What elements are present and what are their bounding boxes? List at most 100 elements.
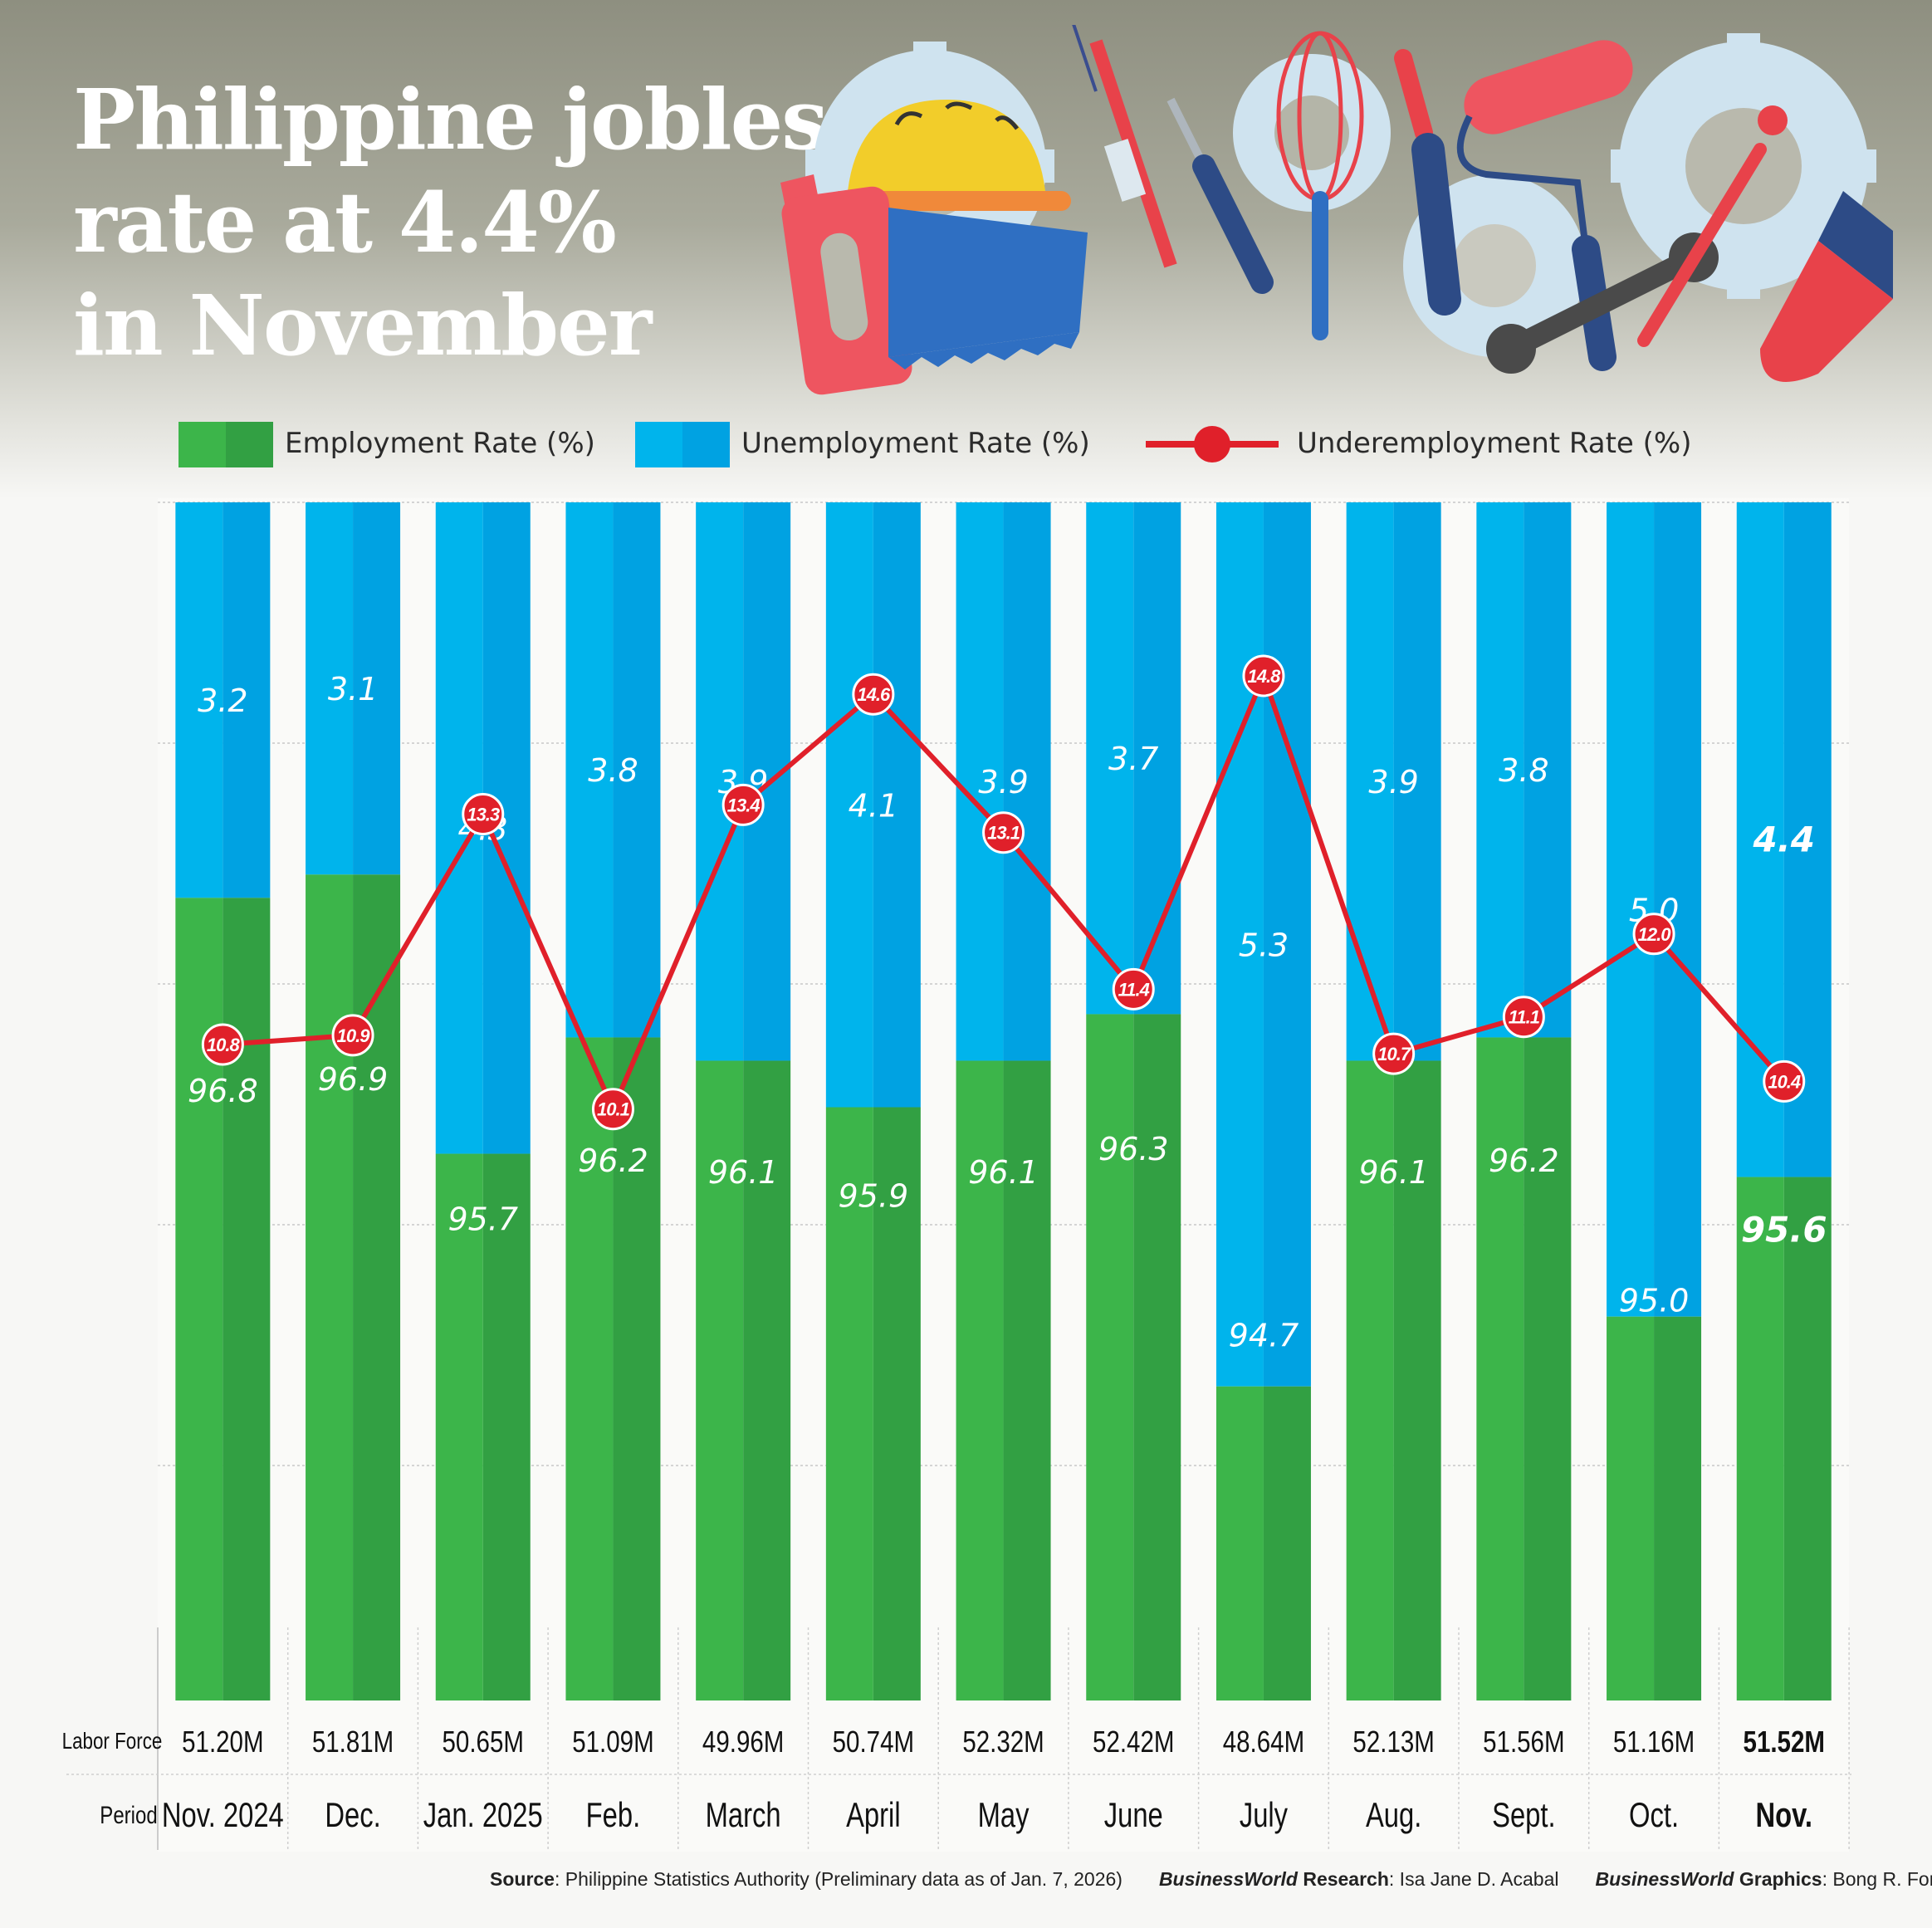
unemployment-value-label: 3.8 xyxy=(588,752,638,789)
labor-force-value: 50.65M xyxy=(443,1725,524,1758)
unemployment-value-label: 3.8 xyxy=(1499,752,1548,789)
employment-bar-shade xyxy=(1263,1386,1311,1700)
unemployment-bar xyxy=(1215,502,1264,1387)
unemployment-value-label: 5.3 xyxy=(1239,927,1289,963)
period-label: June xyxy=(1104,1795,1163,1834)
employment-value-label: 96.9 xyxy=(318,1061,389,1098)
gear-icon xyxy=(1233,54,1391,212)
employment-bar-shade xyxy=(1783,1177,1832,1700)
paintbrush-icon xyxy=(1760,191,1893,382)
unemployment-value-label: 3.9 xyxy=(1368,764,1418,800)
unemployment-bar-shade xyxy=(1393,502,1441,1061)
underemployment-point xyxy=(1502,996,1545,1039)
legend: Employment Rate (%) Unemployment Rate (%… xyxy=(0,415,1932,473)
screwdriver-icon xyxy=(1394,49,1461,316)
labor-force-value: 51.09M xyxy=(572,1725,653,1758)
hard-hat-icon xyxy=(830,100,1071,211)
page-title: Philippine jobless rate at 4.4% in Novem… xyxy=(73,68,903,377)
employment-bar xyxy=(175,898,223,1700)
period-label: Dec. xyxy=(325,1795,380,1834)
underemployment-point xyxy=(721,783,765,826)
unemployment-bar-shade xyxy=(743,502,791,1061)
employment-bar-shade xyxy=(223,898,271,1700)
screwdriver-icon xyxy=(1167,97,1274,294)
employment-bar xyxy=(696,1060,744,1700)
graphics-brand: BusinessWorld xyxy=(1595,1868,1734,1890)
employment-value-label: 96.1 xyxy=(1358,1154,1429,1191)
employment-bar xyxy=(306,874,354,1700)
period-label: May xyxy=(978,1795,1030,1834)
period-row-label: Period xyxy=(100,1800,157,1828)
research-label: Research xyxy=(1297,1868,1389,1890)
legend-unemployment-label: Unemployment Rate (%) xyxy=(741,427,1090,460)
unemployment-bar-shade xyxy=(1263,502,1311,1387)
legend-underemployment-swatch xyxy=(1146,426,1279,462)
labor-force-value: 48.64M xyxy=(1223,1725,1304,1758)
source-label: Source xyxy=(490,1868,555,1890)
unemployment-bar xyxy=(1476,502,1524,1038)
period-label: March xyxy=(706,1795,781,1834)
research-name: : Isa Jane D. Acabal xyxy=(1388,1868,1559,1890)
employment-value-label: 96.1 xyxy=(708,1154,779,1191)
unemployment-bar xyxy=(1086,502,1134,1015)
unemployment-bar-shade xyxy=(353,502,401,875)
employment-value-label: 96.1 xyxy=(968,1154,1039,1191)
labor-force-value: 50.74M xyxy=(833,1725,914,1758)
employment-bar-shade xyxy=(1654,1316,1702,1700)
unemployment-value-label: 3.2 xyxy=(198,683,247,719)
employment-bar xyxy=(1607,1316,1655,1700)
period-label: Jan. 2025 xyxy=(423,1795,543,1834)
syringe-icon xyxy=(1072,25,1177,268)
underemployment-point xyxy=(462,793,505,835)
labor-force-value: 49.96M xyxy=(702,1725,784,1758)
underemployment-value-label: 11.1 xyxy=(1509,1007,1540,1028)
unemployment-bar-shade xyxy=(1654,502,1702,1317)
employment-value-label: 95.7 xyxy=(448,1201,518,1237)
underemployment-value-label: 13.3 xyxy=(467,805,500,825)
unemployment-bar-shade xyxy=(223,502,271,898)
labor-force-value: 51.56M xyxy=(1483,1725,1564,1758)
footer-credits: Source: Philippine Statistics Authority … xyxy=(490,1868,1932,1891)
underemployment-point xyxy=(591,1088,634,1131)
period-label: Sept. xyxy=(1492,1795,1555,1834)
underemployment-point xyxy=(852,673,895,716)
employment-bar xyxy=(435,1153,483,1700)
unemployment-bar xyxy=(306,502,354,875)
period-label: Nov. 2024 xyxy=(162,1795,284,1834)
employment-value-label: 94.7 xyxy=(1229,1317,1299,1353)
period-label: April xyxy=(846,1795,901,1834)
underemployment-value-label: 10.7 xyxy=(1377,1044,1412,1064)
labor-force-value: 51.81M xyxy=(312,1725,394,1758)
underemployment-value-label: 14.6 xyxy=(857,684,891,705)
employment-bar-shade xyxy=(1393,1060,1441,1700)
title-line-2: rate at 4.4% xyxy=(73,174,617,272)
title-line-1: Philippine jobless xyxy=(73,71,873,169)
underemployment-value-label: 10.8 xyxy=(207,1035,241,1055)
unemployment-bar xyxy=(1607,502,1655,1317)
unemployment-bar xyxy=(1346,502,1394,1061)
labor-force-row-label: Labor Force xyxy=(62,1729,163,1754)
employment-bar xyxy=(1736,1177,1784,1700)
unemployment-bar-shade xyxy=(1003,502,1051,1061)
period-label: Oct. xyxy=(1629,1795,1679,1834)
employment-value-label: 95.0 xyxy=(1619,1282,1690,1319)
unemployment-bar-shade xyxy=(613,502,661,1038)
unemployment-bar xyxy=(565,502,614,1038)
employment-bar-shade xyxy=(873,1107,921,1700)
employment-bar xyxy=(956,1060,1004,1700)
employment-bar xyxy=(1476,1037,1524,1700)
employment-bar-shade xyxy=(743,1060,791,1700)
labor-force-value: 51.20M xyxy=(182,1725,263,1758)
unemployment-value-label: 3.9 xyxy=(978,764,1028,800)
underemployment-point xyxy=(1763,1059,1806,1103)
whisk-icon xyxy=(1276,31,1364,340)
employment-bar xyxy=(1086,1014,1134,1700)
tools-illustration xyxy=(780,25,1893,395)
employment-bar-shade xyxy=(613,1037,661,1700)
employment-bar-shade xyxy=(1003,1060,1051,1700)
employment-value-label: 95.6 xyxy=(1741,1209,1827,1250)
underemployment-value-label: 13.4 xyxy=(727,795,761,815)
paintbrush-icon xyxy=(1637,105,1788,347)
underemployment-value-label: 10.1 xyxy=(597,1099,630,1120)
underemployment-point xyxy=(1372,1032,1416,1075)
